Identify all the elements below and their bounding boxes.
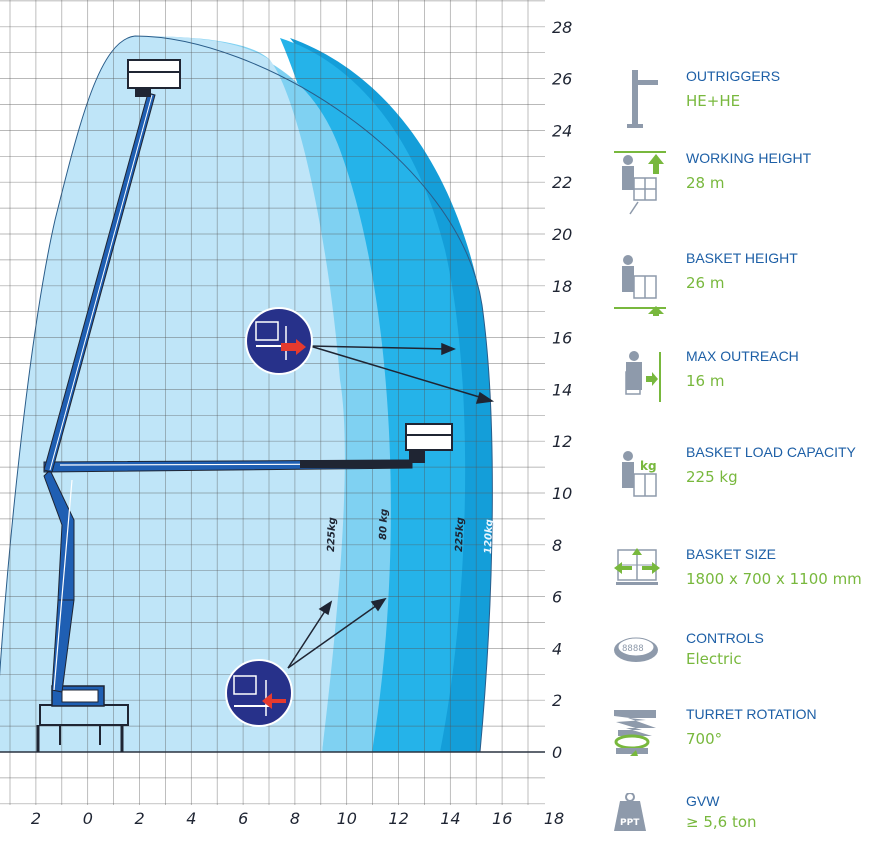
x-tick-label: 16 (492, 809, 512, 828)
x-tick-label: 6 (238, 809, 248, 828)
zone-label-120kg: 120kg (483, 519, 495, 554)
spec-value: 28 m (686, 174, 725, 192)
y-tick-label: 26 (552, 70, 572, 89)
spec-value: 225 kg (686, 468, 738, 486)
basket-horizontal (405, 423, 453, 463)
spec-value: ≥ 5,6 ton (686, 813, 757, 831)
controls-icon-label: 8888 (622, 644, 644, 654)
y-tick-label: 10 (552, 484, 572, 503)
spec-title: MAX OUTREACH (686, 348, 799, 364)
y-tick-label: 22 (552, 173, 572, 192)
y-tick-label: 16 (552, 329, 572, 348)
spec-title: GVW (686, 793, 720, 809)
zone-225kg-inner (0, 36, 345, 752)
spec-value: 26 m (686, 274, 725, 292)
y-tick-label: 8 (552, 536, 562, 555)
y-tick-label: 14 (552, 380, 572, 399)
x-tick-label: 14 (440, 809, 460, 828)
envelope-outline (0, 35, 493, 753)
load-warning-marker-top (245, 307, 313, 375)
spec-title: WORKING HEIGHT (686, 150, 812, 166)
load-warning-marker-bottom (225, 659, 293, 727)
x-tick-label: 2 (135, 809, 145, 828)
y-tick-label: 4 (552, 639, 562, 658)
aerial-platform-machine (36, 59, 453, 752)
y-tick-label: 24 (552, 121, 572, 140)
x-tick-label: 8 (290, 809, 300, 828)
zone-label-225kg-inner: 225kg (326, 517, 338, 552)
spec-title: OUTRIGGERS (686, 68, 781, 84)
zone-label-80kg: 80 kg (378, 509, 390, 541)
working-range-diagram: 225kg 80 kg 225kg 120kg 0246810121416182… (0, 0, 572, 828)
basket-height-icon (614, 255, 666, 316)
spec-value: 700° (686, 730, 723, 748)
y-tick-label: 0 (552, 743, 562, 762)
spec-title: BASKET LOAD CAPACITY (686, 444, 856, 460)
spec-title: CONTROLS (686, 630, 764, 646)
reach-arrows (287, 342, 495, 669)
working-height-icon (614, 151, 666, 215)
controls-icon: 8888 (614, 637, 658, 662)
x-tick-label: 12 (388, 809, 408, 828)
basket-load-icon: kg (622, 451, 657, 497)
y-tick-label: 12 (552, 432, 572, 451)
x-tick-label: 2 (31, 809, 41, 828)
x-tick-label: 10 (337, 809, 357, 828)
spec-title: TURRET ROTATION (686, 706, 817, 722)
outriggers-icon (627, 70, 658, 128)
turret-rotation-icon (614, 710, 656, 756)
spec-value: HE+HE (686, 92, 741, 110)
y-tick-label: 2 (552, 691, 562, 710)
y-tick-label: 28 (552, 18, 572, 37)
x-axis-ticks: 2 0 2 4 6 8 10 12 14 16 18 (31, 809, 564, 828)
spec-value: 1800 x 700 x 1100 mm (686, 570, 862, 588)
working-envelope (0, 35, 493, 753)
zone-80kg (135, 36, 391, 752)
ppt-icon-label: PPT (620, 818, 640, 828)
basket-size-icon (614, 548, 660, 585)
y-tick-label: 18 (552, 277, 572, 296)
y-tick-label: 6 (552, 588, 562, 607)
x-tick-label: 0 (83, 809, 93, 828)
y-tick-label: 20 (552, 225, 572, 244)
kg-icon-label: kg (640, 459, 657, 473)
spec-value: Electric (686, 650, 742, 668)
gvw-icon: PPT (614, 793, 646, 831)
spec-title: BASKET SIZE (686, 546, 776, 562)
zone-label-225kg-outer: 225kg (454, 517, 466, 552)
spec-title: BASKET HEIGHT (686, 250, 798, 266)
basket-raised (127, 59, 181, 97)
spec-value: 16 m (686, 372, 725, 390)
x-tick-label: 18 (544, 809, 564, 828)
max-outreach-icon (625, 351, 661, 402)
x-tick-label: 4 (186, 809, 196, 828)
